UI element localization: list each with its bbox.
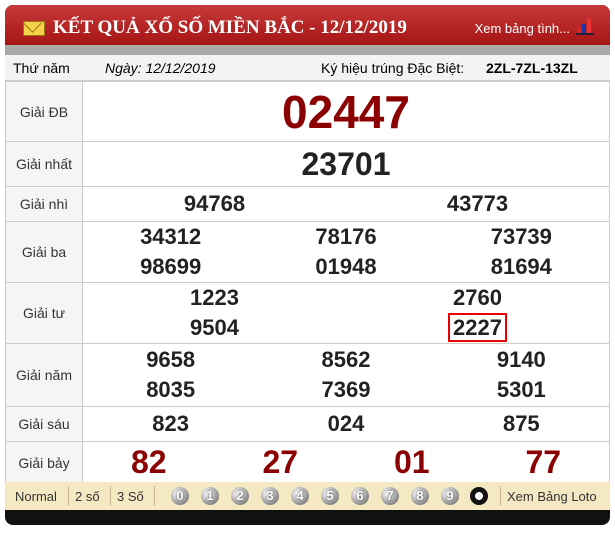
footer-toolbar: Normal 2 số 3 Số 0 1 2 3 4 5 6 7 8 9 Xem…	[5, 482, 610, 510]
highlighted-number: 2227	[448, 313, 507, 342]
prize-number: 1223	[190, 285, 239, 310]
prize-number: 9504	[190, 315, 239, 340]
prize-number: 01	[393, 444, 430, 480]
digit-1-button[interactable]: 1	[201, 487, 219, 505]
prize-number: 2760	[453, 285, 502, 310]
prize-number: 02447	[282, 85, 410, 138]
prize-number: 94768	[183, 191, 246, 216]
digit-2-button[interactable]: 2	[231, 487, 249, 505]
prize-number: 8562	[321, 347, 371, 372]
prize-number: 78176	[315, 224, 377, 249]
prize-number: 43773	[446, 191, 509, 216]
prize-number: 9140	[496, 347, 546, 372]
digit-5-button[interactable]: 5	[321, 487, 339, 505]
header: KẾT QUẢ XỔ SỐ MIỀN BẮC - 12/12/2019 Xem …	[5, 5, 610, 45]
prize-number: 875	[502, 411, 540, 436]
view-stats-link[interactable]: Xem bảng tình...	[474, 21, 570, 36]
prize-number: 01948	[315, 254, 377, 279]
bar-chart-icon[interactable]	[576, 17, 594, 35]
digit-4-button[interactable]: 4	[291, 487, 309, 505]
prize-row-6: Giải sáu 823 024 875	[5, 406, 610, 442]
prize-number: 34312	[140, 224, 202, 249]
prize-number: 27	[262, 444, 299, 480]
prize-number: 024	[327, 411, 365, 436]
page-title: KẾT QUẢ XỔ SỐ MIỀN BẮC - 12/12/2019	[53, 17, 407, 38]
prize-number: 9658	[146, 347, 196, 372]
prize-row-special: Giải ĐB 02447	[5, 81, 610, 142]
prize-number: 8035	[146, 377, 196, 402]
prize-number: 81694	[490, 254, 552, 279]
divider	[5, 45, 610, 55]
prize-number: 823	[152, 411, 190, 436]
digit-9-button[interactable]: 9	[441, 487, 459, 505]
prize-label: Giải bảy	[5, 441, 83, 484]
results-panel: KẾT QUẢ XỔ SỐ MIỀN BẮC - 12/12/2019 Xem …	[5, 5, 610, 525]
prize-number: 7369	[321, 377, 371, 402]
mode-2-so[interactable]: 2 số	[75, 489, 100, 504]
prize-row-1: Giải nhất 23701	[5, 141, 610, 187]
digit-6-button[interactable]: 6	[351, 487, 369, 505]
prize-number: 98699	[140, 254, 202, 279]
prize-label: Giải nhất	[5, 141, 83, 187]
code-label: Ký hiệu trúng Đặc Biệt:	[321, 60, 465, 76]
prize-row-7: Giải bảy 82 27 01 77	[5, 441, 610, 484]
prize-row-3: Giải ba 34312 78176 73739 98699 01948 81694	[5, 221, 610, 283]
prize-row-4: Giải tư 1223 2760 9504 2227	[5, 282, 610, 344]
prize-number: 5301	[496, 377, 546, 402]
info-row: Thứ năm Ngày: 12/12/2019 Ký hiệu trúng Đ…	[5, 55, 610, 81]
prize-number: 73739	[490, 224, 552, 249]
results-table: Giải ĐB 02447 Giải nhất 23701 Giải nhì 9476…	[5, 81, 610, 484]
prize-label: Giải ba	[5, 221, 83, 283]
mode-3-so[interactable]: 3 Số	[117, 489, 144, 504]
prize-label: Giải ĐB	[5, 81, 83, 142]
weekday: Thứ năm	[13, 60, 70, 76]
prize-row-2: Giải nhì 94768 43773	[5, 186, 610, 222]
prize-number: 23701	[301, 145, 391, 182]
prize-label: Giải tư	[5, 282, 83, 344]
yin-yang-icon[interactable]	[470, 487, 488, 505]
digit-0-button[interactable]: 0	[171, 487, 189, 505]
envelope-icon	[23, 21, 45, 36]
digit-7-button[interactable]: 7	[381, 487, 399, 505]
digit-8-button[interactable]: 8	[411, 487, 429, 505]
prize-number: 82	[130, 444, 167, 480]
special-code: 2ZL-7ZL-13ZL	[486, 60, 578, 76]
prize-label: Giải sáu	[5, 406, 83, 442]
prize-number: 77	[525, 444, 562, 480]
prize-label: Giải nhì	[5, 186, 83, 222]
prize-row-5: Giải năm 9658 8562 9140 8035 7369 5301	[5, 343, 610, 407]
draw-date: Ngày: 12/12/2019	[105, 60, 216, 76]
mode-normal[interactable]: Normal	[15, 489, 57, 504]
prize-label: Giải năm	[5, 343, 83, 407]
view-loto-link[interactable]: Xem Bảng Loto	[507, 489, 597, 504]
digit-3-button[interactable]: 3	[261, 487, 279, 505]
